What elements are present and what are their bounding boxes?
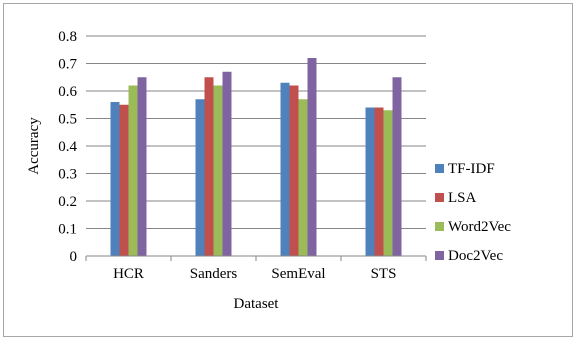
x-axis xyxy=(85,255,427,261)
y-tick-labels: 0 0.1 0.2 0.3 0.4 0.5 0.6 0.7 0.8 xyxy=(58,29,77,265)
legend-swatch xyxy=(435,251,444,260)
bar-tf-idf-hcr xyxy=(110,102,120,256)
x-tick-label: HCR xyxy=(113,266,144,282)
legend: TF-IDF LSA Word2Vec Doc2Vec xyxy=(435,161,511,264)
x-axis-title: Dataset xyxy=(234,296,280,312)
bar-tf-idf-sanders xyxy=(195,99,205,256)
legend-label: Word2Vec xyxy=(448,219,511,235)
legend-swatch xyxy=(435,222,444,231)
y-tick-label: 0.4 xyxy=(58,139,77,155)
bar-lsa-semeval xyxy=(289,85,299,256)
bar-doc2vec-semeval xyxy=(307,58,317,256)
bars xyxy=(110,58,402,256)
y-axis-title: Accuracy xyxy=(26,117,42,175)
y-tick-label: 0.8 xyxy=(58,29,77,45)
bar-word2vec-sanders xyxy=(213,85,223,256)
y-tick-label: 0.7 xyxy=(58,57,77,73)
y-tick-label: 0.3 xyxy=(58,167,77,183)
x-tick-labels: HCR Sanders SemEval STS xyxy=(113,266,396,282)
legend-label: Doc2Vec xyxy=(448,248,503,264)
bar-doc2vec-sanders xyxy=(222,71,232,256)
bar-word2vec-semeval xyxy=(298,99,308,256)
bar-doc2vec-sts xyxy=(392,77,402,256)
legend-swatch xyxy=(435,164,444,173)
y-tick-label: 0 xyxy=(70,249,78,265)
bar-word2vec-sts xyxy=(383,110,393,256)
y-tick-label: 0.2 xyxy=(58,194,77,210)
bar-tf-idf-semeval xyxy=(280,82,290,256)
legend-swatch xyxy=(435,193,444,202)
bar-lsa-sts xyxy=(374,107,384,256)
bar-lsa-sanders xyxy=(204,77,214,256)
bar-doc2vec-hcr xyxy=(137,77,147,256)
y-tick-label: 0.5 xyxy=(58,112,77,128)
x-tick-label: Sanders xyxy=(190,266,238,282)
y-tick-label: 0.6 xyxy=(58,84,77,100)
bar-lsa-hcr xyxy=(119,104,129,256)
x-tick-label: STS xyxy=(371,266,397,282)
y-tick-label: 0.1 xyxy=(58,222,77,238)
x-tick-label: SemEval xyxy=(271,266,325,282)
legend-label: LSA xyxy=(448,190,477,206)
bar-word2vec-hcr xyxy=(128,85,138,256)
legend-label: TF-IDF xyxy=(448,161,495,177)
bar-tf-idf-sts xyxy=(365,107,375,256)
